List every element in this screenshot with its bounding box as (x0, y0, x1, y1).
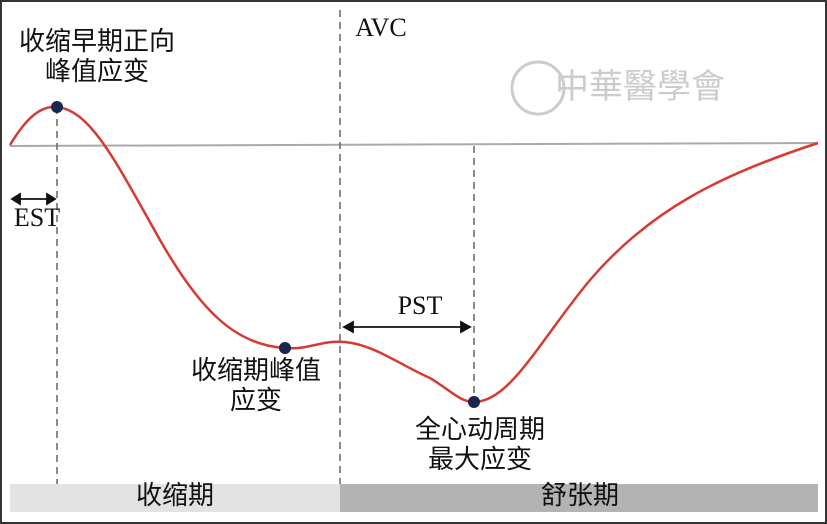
early-peak-label-2: 峰值应变 (45, 57, 149, 86)
watermark-logo (510, 60, 566, 116)
global-peak-label-1: 全心动周期 (415, 415, 545, 444)
systolic-peak-label-2: 应变 (230, 386, 282, 415)
est-label: EST (14, 203, 60, 232)
arrows (10, 192, 472, 334)
est-arrowheads (10, 192, 57, 206)
peak-points (51, 101, 480, 408)
strain-curve (8, 105, 819, 404)
dashed-lines (56, 10, 475, 512)
diastole-bar (340, 484, 818, 512)
early-peak-label-1: 收缩早期正向 (19, 27, 175, 56)
watermark: 中華醫學會 (555, 68, 725, 106)
global-peak-label-2: 最大应变 (428, 445, 532, 474)
pst-label: PST (398, 291, 443, 320)
baseline (9, 142, 819, 147)
global-peak-point (468, 396, 480, 408)
systolic-peak-label-1: 收缩期峰值 (191, 356, 321, 385)
systolic-peak-point (279, 342, 291, 354)
systole-bar (10, 484, 340, 512)
avc-label: AVC (355, 13, 407, 42)
systole-label: 收缩期 (136, 481, 214, 510)
pst-arrowheads (342, 320, 472, 334)
early-peak-point (51, 101, 63, 113)
diastole-label: 舒张期 (541, 481, 619, 510)
